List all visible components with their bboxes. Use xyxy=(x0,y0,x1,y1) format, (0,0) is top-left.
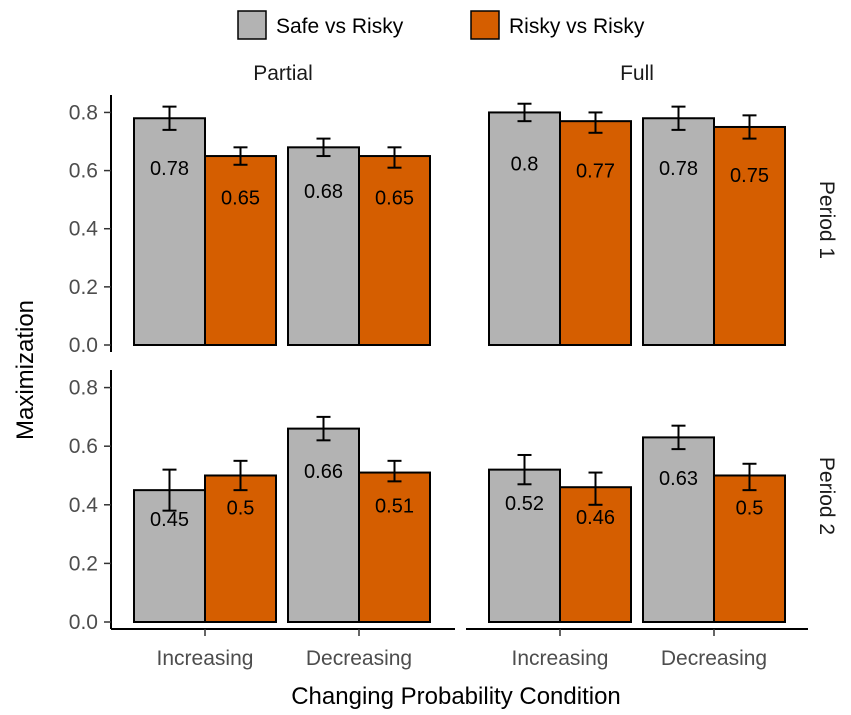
bar-safe-vs-risky-decreasing xyxy=(642,436,715,623)
y-tick-label: 0.6 xyxy=(69,160,98,183)
data-label: 0.63 xyxy=(659,468,698,490)
bar-safe-vs-risky-increasing xyxy=(488,111,561,346)
x-tick-label-increasing: Increasing xyxy=(512,647,609,670)
y-tick-label: 0.0 xyxy=(69,611,98,634)
data-label: 0.46 xyxy=(576,507,615,529)
strip-label-period-1: Period 1 xyxy=(815,181,838,259)
data-label: 0.65 xyxy=(221,188,260,210)
legend-label-risky-vs-risky: Risky vs Risky xyxy=(509,15,645,38)
data-label: 0.52 xyxy=(505,493,544,515)
bar-safe-vs-risky-decreasing xyxy=(287,427,360,623)
data-label: 0.75 xyxy=(730,165,769,187)
bar-risky-vs-risky-increasing xyxy=(559,486,632,623)
y-tick-label: 0.8 xyxy=(69,377,98,400)
y-axis-title: Maximization xyxy=(12,300,39,440)
strip-label-partial: Partial xyxy=(253,62,313,85)
bar-risky-vs-risky-increasing xyxy=(204,474,277,623)
y-tick-label: 0.4 xyxy=(69,218,99,241)
data-label: 0.8 xyxy=(511,154,539,176)
data-label: 0.51 xyxy=(375,495,414,517)
bar-safe-vs-risky-decreasing xyxy=(642,117,715,346)
y-tick-label: 0.4 xyxy=(69,494,99,517)
panel-partial-period-1: 0.78 0.65 0.68 0.65 xyxy=(133,105,431,346)
bar-safe-vs-risky-increasing xyxy=(133,117,206,346)
data-label: 0.65 xyxy=(375,188,414,210)
y-tick-label: 0.2 xyxy=(69,552,98,575)
data-label: 0.66 xyxy=(304,461,343,483)
y-tick-label: 0.6 xyxy=(69,435,98,458)
legend-swatch-safe-vs-risky xyxy=(237,10,267,40)
x-tick-label-decreasing: Decreasing xyxy=(661,647,767,670)
panel-partial-period-2: 0.45 0.5 0.66 0.51 xyxy=(133,415,431,623)
y-tick-label: 0.8 xyxy=(69,101,98,124)
bar-risky-vs-risky-decreasing xyxy=(713,474,786,623)
legend-label-safe-vs-risky: Safe vs Risky xyxy=(276,15,404,38)
bars: 0.780.65 0.68 0.650.8 0.77 0.78 0.750.450.50.… xyxy=(133,102,786,623)
x-tick-label-decreasing: Decreasing xyxy=(306,647,412,670)
y-tick-label: 0.0 xyxy=(69,334,98,357)
legend-swatch-risky-vs-risky xyxy=(470,10,500,40)
panel-full-period-1: 0.8 0.77 0.78 0.75 xyxy=(488,102,786,346)
data-label: 0.78 xyxy=(150,158,189,180)
data-label: 0.5 xyxy=(736,498,764,520)
y-tick-label: 0.2 xyxy=(69,276,98,299)
x-tick-label-increasing: Increasing xyxy=(157,647,254,670)
bar-safe-vs-risky-increasing xyxy=(133,489,206,623)
facet-strips: Partial Full Period 1 Period 2 xyxy=(253,62,838,535)
data-label: 0.68 xyxy=(304,181,343,203)
legend: Safe vs Risky Risky vs Risky xyxy=(237,10,645,40)
data-label: 0.45 xyxy=(150,509,189,531)
data-label: 0.78 xyxy=(659,158,698,180)
data-label: 0.77 xyxy=(576,160,615,182)
bar-risky-vs-risky-decreasing xyxy=(713,125,786,346)
axes: 0.0 0.2 0.4 0.6 0.8 0.0 0.2 0.4 0.6 0.8 Increasing… xyxy=(69,95,808,670)
strip-label-period-2: Period 2 xyxy=(815,457,838,535)
bar-safe-vs-risky-decreasing xyxy=(287,146,360,346)
bar-risky-vs-risky-increasing xyxy=(559,120,632,346)
x-axis-title: Changing Probability Condition xyxy=(291,683,621,710)
bar-risky-vs-risky-increasing xyxy=(204,155,277,346)
panel-full-period-2: 0.52 0.46 0.63 0.5 xyxy=(488,424,786,623)
bar-risky-vs-risky-decreasing xyxy=(358,155,431,346)
data-label: 0.5 xyxy=(227,498,255,520)
strip-label-full: Full xyxy=(620,62,654,85)
